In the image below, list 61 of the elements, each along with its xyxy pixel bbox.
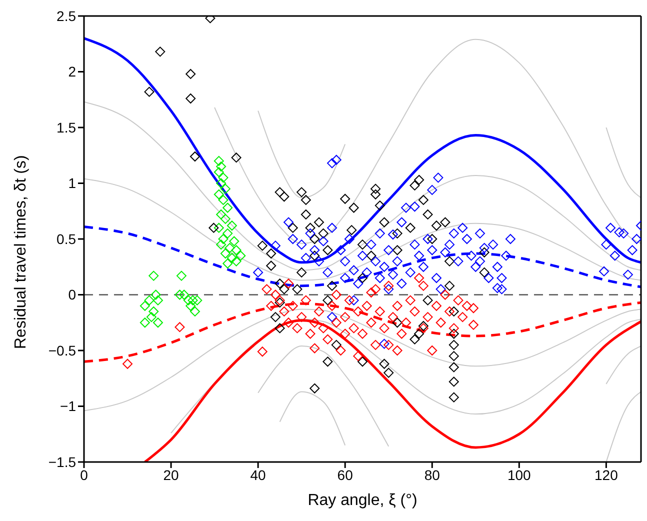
y-tick-label: 2: [68, 64, 76, 80]
point: [231, 256, 242, 266]
point: [218, 194, 228, 205]
point: [231, 245, 242, 256]
point: [174, 290, 185, 300]
x-tick-label: 80: [424, 466, 440, 483]
point: [140, 318, 150, 328]
point: [140, 300, 150, 311]
y-tick-label: −0.5: [48, 342, 76, 358]
point: [222, 202, 233, 213]
point: [229, 236, 240, 246]
point: [176, 270, 186, 281]
point: [152, 295, 163, 306]
y-tick-label: 1.5: [56, 119, 76, 136]
point: [220, 184, 230, 194]
point: [214, 189, 224, 200]
x-tick-label: 120: [594, 466, 618, 483]
point: [226, 220, 237, 231]
point: [220, 248, 230, 258]
point: [150, 290, 161, 300]
point: [214, 156, 224, 166]
point: [148, 270, 159, 281]
point: [218, 172, 228, 183]
point: [220, 214, 230, 224]
point: [216, 209, 226, 220]
y-tick-label: −1.5: [48, 454, 76, 470]
point: [188, 295, 198, 306]
point: [216, 178, 226, 188]
point: [236, 250, 246, 261]
x-tick-label: 40: [250, 466, 266, 483]
point: [214, 167, 224, 178]
point: [148, 306, 159, 316]
line-series: [258, 346, 390, 447]
point: [218, 234, 228, 244]
y-axis-title: Residual travel times, δt (s): [12, 155, 30, 349]
y-tick-label: 2.5: [56, 8, 76, 24]
y-tick-label: 0: [68, 286, 76, 303]
x-tick-label: 0: [80, 466, 88, 483]
x-tick-label: 20: [163, 466, 180, 483]
point: [226, 252, 237, 263]
point: [222, 258, 233, 269]
point: [183, 295, 194, 306]
point: [214, 222, 224, 233]
point: [224, 242, 235, 253]
point: [146, 312, 156, 322]
x-tick-label: 100: [507, 466, 532, 483]
x-axis-title: Ray angle, ξ (°): [308, 492, 418, 509]
point: [179, 290, 190, 300]
point: [186, 300, 196, 311]
point: [222, 228, 233, 238]
y-tick-label: 1: [68, 175, 76, 192]
x-tick-label: 60: [337, 466, 354, 483]
point: [216, 162, 226, 172]
point: [216, 240, 226, 250]
y-tick-label: 0.5: [56, 230, 76, 247]
point: [144, 295, 154, 306]
point: [192, 295, 202, 306]
point: [152, 318, 163, 328]
y-tick-label: −1: [60, 398, 76, 414]
line-series: [279, 391, 346, 446]
point: [190, 306, 200, 316]
